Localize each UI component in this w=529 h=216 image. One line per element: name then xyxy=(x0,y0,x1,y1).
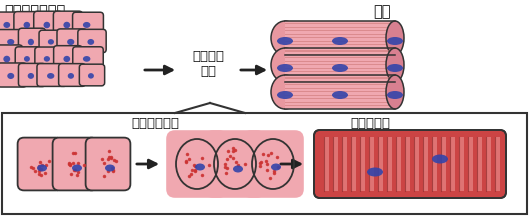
Ellipse shape xyxy=(233,165,243,173)
FancyBboxPatch shape xyxy=(53,11,83,37)
FancyBboxPatch shape xyxy=(86,138,131,190)
Bar xyxy=(396,137,401,191)
Ellipse shape xyxy=(87,39,94,45)
Ellipse shape xyxy=(48,39,54,44)
Ellipse shape xyxy=(277,91,293,99)
FancyBboxPatch shape xyxy=(166,130,228,198)
Ellipse shape xyxy=(83,56,90,62)
FancyBboxPatch shape xyxy=(57,29,87,53)
Ellipse shape xyxy=(43,22,50,28)
Ellipse shape xyxy=(67,39,74,45)
Bar xyxy=(387,137,392,191)
Bar xyxy=(285,21,395,55)
FancyBboxPatch shape xyxy=(79,64,105,86)
Bar xyxy=(351,137,356,191)
Ellipse shape xyxy=(3,22,10,28)
FancyBboxPatch shape xyxy=(35,47,61,69)
Ellipse shape xyxy=(271,21,299,55)
Ellipse shape xyxy=(28,39,34,45)
FancyBboxPatch shape xyxy=(39,30,65,52)
Ellipse shape xyxy=(277,64,293,72)
FancyBboxPatch shape xyxy=(53,46,83,70)
FancyBboxPatch shape xyxy=(73,47,103,69)
Ellipse shape xyxy=(68,73,74,79)
Bar xyxy=(441,137,446,191)
Ellipse shape xyxy=(386,48,404,82)
Bar xyxy=(450,137,455,191)
Ellipse shape xyxy=(83,22,90,28)
Ellipse shape xyxy=(63,22,70,28)
FancyBboxPatch shape xyxy=(72,12,104,36)
Ellipse shape xyxy=(24,56,30,62)
Ellipse shape xyxy=(44,56,50,62)
Text: 筋肉: 筋肉 xyxy=(373,4,390,19)
Bar xyxy=(405,137,410,191)
Ellipse shape xyxy=(332,37,348,45)
Ellipse shape xyxy=(28,73,34,79)
Bar xyxy=(378,137,383,191)
FancyBboxPatch shape xyxy=(17,138,62,190)
Ellipse shape xyxy=(195,164,205,170)
Bar xyxy=(285,75,395,109)
Bar xyxy=(459,137,464,191)
Ellipse shape xyxy=(432,154,448,164)
FancyBboxPatch shape xyxy=(0,30,27,52)
Bar xyxy=(285,48,395,82)
Bar xyxy=(414,137,419,191)
Ellipse shape xyxy=(386,75,404,109)
Ellipse shape xyxy=(271,48,299,82)
Bar xyxy=(2,113,527,214)
Ellipse shape xyxy=(387,37,403,45)
FancyBboxPatch shape xyxy=(242,130,304,198)
Text: 筋細胞の集合体: 筋細胞の集合体 xyxy=(4,4,65,19)
FancyBboxPatch shape xyxy=(0,45,23,71)
Bar xyxy=(432,137,437,191)
Ellipse shape xyxy=(7,39,14,45)
Text: 筋細胞の
成熟: 筋細胞の 成熟 xyxy=(192,50,224,78)
Ellipse shape xyxy=(332,64,348,72)
Bar xyxy=(324,137,329,191)
FancyBboxPatch shape xyxy=(0,63,26,87)
Bar xyxy=(423,137,428,191)
Ellipse shape xyxy=(386,21,404,55)
Ellipse shape xyxy=(367,167,383,176)
Text: サルコメア: サルコメア xyxy=(350,117,390,130)
Bar xyxy=(495,137,500,191)
Ellipse shape xyxy=(37,165,47,172)
FancyBboxPatch shape xyxy=(204,130,266,198)
FancyBboxPatch shape xyxy=(52,138,97,190)
Ellipse shape xyxy=(7,73,14,79)
Ellipse shape xyxy=(105,165,115,172)
Bar xyxy=(468,137,473,191)
Ellipse shape xyxy=(271,75,299,109)
Bar xyxy=(333,137,338,191)
Bar xyxy=(486,137,491,191)
Bar xyxy=(360,137,365,191)
Ellipse shape xyxy=(332,91,348,99)
Ellipse shape xyxy=(47,73,54,79)
Text: 筋細胞の融合: 筋細胞の融合 xyxy=(131,117,179,130)
FancyBboxPatch shape xyxy=(15,47,41,69)
FancyBboxPatch shape xyxy=(14,12,42,37)
FancyBboxPatch shape xyxy=(19,63,45,87)
FancyBboxPatch shape xyxy=(19,28,45,54)
FancyBboxPatch shape xyxy=(37,64,67,86)
FancyBboxPatch shape xyxy=(59,64,85,86)
Ellipse shape xyxy=(88,73,94,79)
FancyBboxPatch shape xyxy=(0,12,22,36)
Bar xyxy=(369,137,374,191)
Ellipse shape xyxy=(271,164,281,170)
FancyBboxPatch shape xyxy=(34,11,62,37)
Ellipse shape xyxy=(23,22,30,28)
Ellipse shape xyxy=(277,37,293,45)
FancyBboxPatch shape xyxy=(78,29,106,53)
Ellipse shape xyxy=(63,56,70,62)
FancyBboxPatch shape xyxy=(314,130,506,198)
Ellipse shape xyxy=(387,91,403,99)
Bar xyxy=(477,137,482,191)
Ellipse shape xyxy=(387,64,403,72)
Bar xyxy=(342,137,347,191)
Ellipse shape xyxy=(3,56,10,62)
Ellipse shape xyxy=(72,165,82,172)
